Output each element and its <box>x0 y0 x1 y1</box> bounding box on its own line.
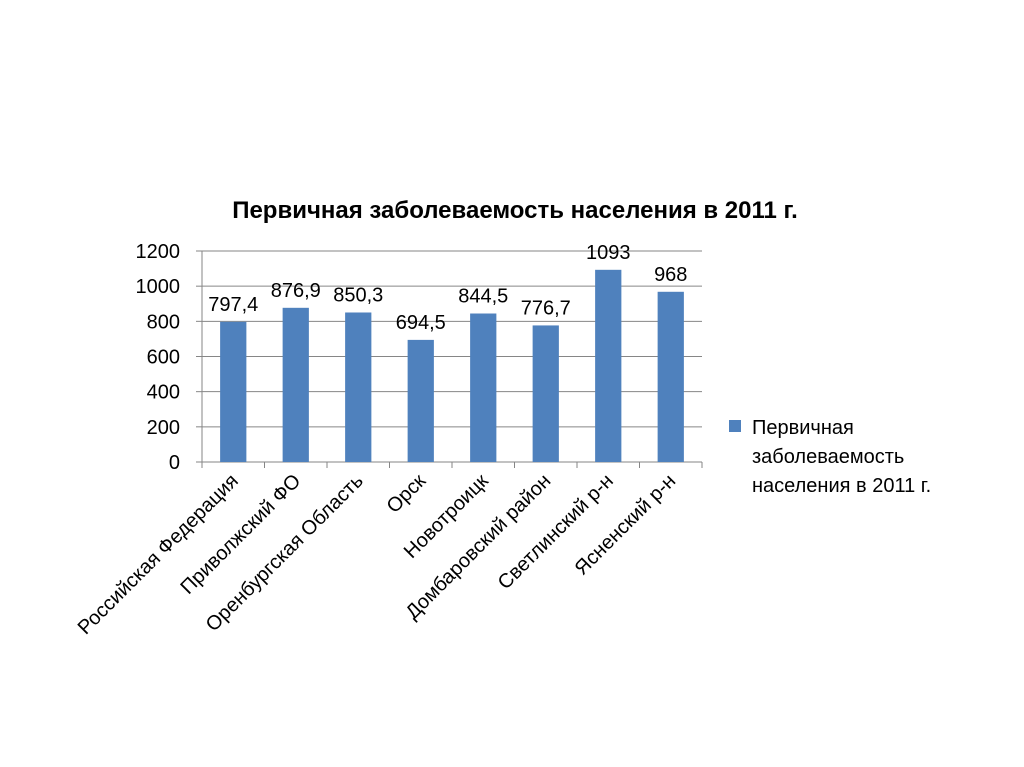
bar <box>220 321 247 462</box>
data-label: 797,4 <box>208 294 258 316</box>
bar <box>532 325 559 462</box>
y-tick-label: 400 <box>147 382 180 404</box>
data-label: 850,3 <box>333 284 383 306</box>
y-axis-tick-labels: 0 200 400 600 800 1000 1200 <box>136 241 181 474</box>
data-label: 776,7 <box>521 297 571 319</box>
y-tick-label: 600 <box>147 347 180 369</box>
chart-title: Первичная заболеваемость населения в 201… <box>232 197 798 224</box>
data-label: 694,5 <box>396 312 446 334</box>
y-tick-label: 0 <box>169 452 180 474</box>
bar <box>407 339 434 462</box>
legend-label-line: Первичная <box>752 417 854 439</box>
legend-label-line: населения в 2011 г. <box>752 475 931 497</box>
legend: Первичная заболеваемость населения в 2011 … <box>729 417 931 497</box>
bar <box>657 291 684 462</box>
bar <box>345 312 372 462</box>
x-category-label: Приволжский ФО <box>176 470 305 599</box>
y-tick-label: 1200 <box>136 241 181 263</box>
bar <box>282 307 309 462</box>
bars <box>220 269 684 462</box>
data-label: 968 <box>654 264 687 286</box>
x-category-label: Светлинский р-н <box>494 470 618 594</box>
data-labels: 797,4 876,9 850,3 694,5 844,5 776,7 1093 968 <box>208 242 687 334</box>
data-label: 876,9 <box>271 280 321 302</box>
y-tick-label: 200 <box>147 417 180 439</box>
data-label: 1093 <box>586 242 631 264</box>
legend-label-line: заболеваемость <box>752 446 904 468</box>
bar <box>470 313 497 462</box>
legend-label: Первичная заболеваемость населения в 2011 … <box>752 417 931 497</box>
bar <box>595 269 622 462</box>
legend-swatch <box>729 420 741 432</box>
gridlines <box>202 250 702 428</box>
data-label: 844,5 <box>458 286 508 308</box>
y-tick-label: 800 <box>147 311 180 333</box>
x-category-label: Орск <box>383 470 431 518</box>
y-tick-label: 1000 <box>136 276 181 298</box>
